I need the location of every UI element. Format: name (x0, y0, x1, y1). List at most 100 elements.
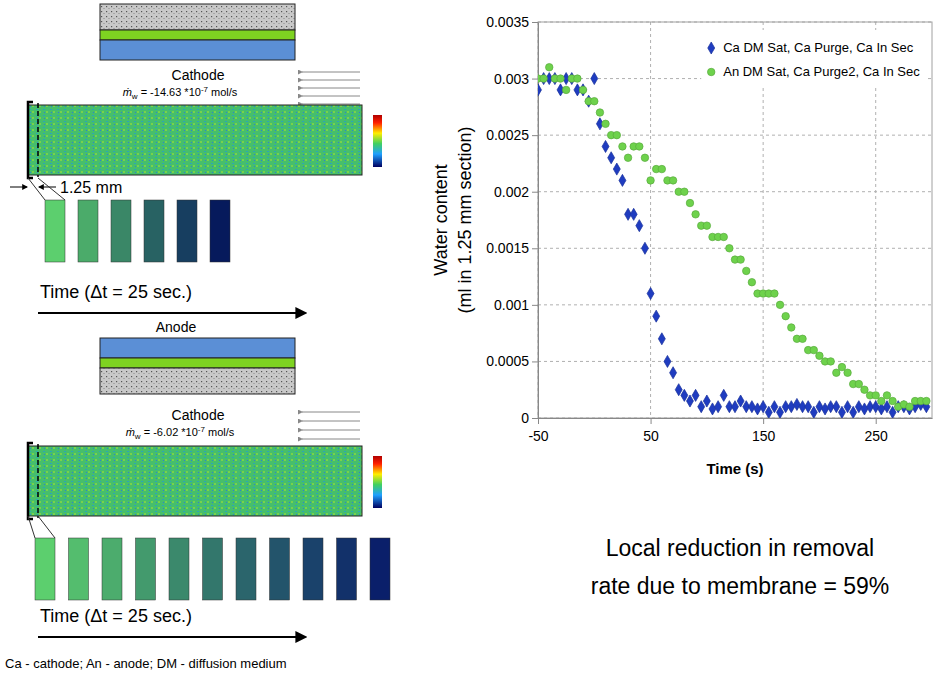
point (669, 177, 676, 184)
electrode-label: Anode (156, 319, 197, 335)
point (737, 395, 744, 407)
zoom-line (28, 516, 35, 538)
flow-arrow (302, 104, 360, 105)
point (681, 389, 688, 401)
point (658, 333, 665, 345)
point (771, 401, 778, 413)
x-tick-mark (538, 418, 539, 424)
flow-arrow (302, 430, 360, 431)
point (748, 278, 755, 285)
y-tick-mark (532, 135, 538, 136)
point (686, 199, 693, 206)
panel: Cathodeṁw = -14.63 *10-7 mol/s1.25 mmTim… (10, 4, 382, 313)
point (692, 211, 699, 218)
series (538, 73, 930, 418)
legend-background (701, 30, 926, 86)
time-slice (236, 538, 256, 600)
zoom-line (38, 516, 55, 538)
y-tick: 0.0035 (486, 14, 538, 30)
flow-value: = -6.02 *10 (141, 426, 198, 438)
point (574, 75, 581, 82)
point (844, 401, 851, 413)
time-slice (45, 200, 65, 262)
flow-arrow (302, 439, 360, 440)
color-bar (373, 115, 382, 167)
point (833, 401, 840, 413)
x-tick-mark (763, 418, 764, 424)
layer-green (100, 358, 295, 368)
annotation: Local reduction in removal (606, 535, 874, 561)
point (692, 389, 699, 401)
x-tick-label: 50 (643, 428, 659, 444)
point (743, 267, 750, 274)
x-tick: 150 (752, 418, 776, 444)
figure: Cathodeṁw = -14.63 *10-7 mol/s1.25 mmTim… (0, 0, 944, 679)
time-slice (102, 538, 122, 600)
legend-marker (708, 42, 715, 54)
point (844, 369, 851, 376)
grid (538, 22, 932, 418)
layer-gray (100, 368, 295, 394)
point (760, 401, 767, 413)
point (923, 397, 930, 404)
point (619, 143, 626, 150)
grid-line-y (538, 248, 932, 249)
time-slice (370, 538, 390, 600)
point (641, 242, 648, 254)
time-slice (136, 538, 156, 600)
flow-value: = -14.63 *10 (138, 86, 201, 98)
point (816, 401, 823, 413)
flow-arrow (302, 421, 360, 422)
grid-line-y (538, 304, 932, 305)
point (788, 401, 795, 413)
legend: Ca DM Sat, Ca Purge, Ca In SecAn DM Sat,… (701, 30, 926, 86)
x-tick-label: 250 (865, 428, 889, 444)
time-slice (35, 538, 55, 600)
legend-label: An DM Sat, Ca Purge2, Ca In Sec (723, 64, 920, 79)
time-slice (210, 200, 230, 262)
water-image (28, 446, 362, 516)
y-tick: 0.0005 (486, 353, 538, 369)
x-tick-mark (651, 418, 652, 424)
y-tick-label: 0 (521, 410, 529, 426)
point (906, 403, 913, 415)
point (591, 73, 598, 85)
point (591, 97, 598, 104)
x-axis-title: Time (s) (706, 460, 763, 477)
point (636, 143, 643, 150)
y-tick-mark (532, 248, 538, 249)
point (777, 406, 784, 418)
flow-unit: mol/s (208, 86, 238, 98)
dimension-line (39, 187, 56, 188)
point (602, 120, 609, 127)
point (579, 86, 586, 93)
point (703, 395, 710, 407)
point (765, 406, 772, 418)
y-axis-title: (ml in 1.25 mm section) (455, 126, 475, 313)
point (748, 401, 755, 413)
point (715, 401, 722, 413)
section-line (37, 444, 39, 518)
y-tick-label: 0.003 (494, 71, 529, 87)
point (799, 335, 806, 342)
y-tick-label: 0.0035 (486, 14, 529, 30)
point (703, 222, 710, 229)
panel: AnodeCathodeṁw = -6.02 *10-7 mol/sTime (… (28, 319, 390, 637)
y-tick-mark (532, 361, 538, 362)
footnote: Ca - cathode; An - anode; DM - diffusion… (5, 656, 287, 671)
section-line (37, 103, 39, 177)
chart: -505015025000.00050.0010.00150.0020.0025… (431, 14, 933, 599)
time-slice (144, 200, 164, 262)
y-tick-mark (532, 79, 538, 80)
point (647, 288, 654, 300)
point (653, 310, 660, 322)
point (562, 86, 569, 93)
points (538, 64, 930, 418)
water-image (28, 105, 362, 175)
point (771, 290, 778, 297)
time-slice (69, 538, 89, 600)
flow-arrow (302, 80, 360, 81)
point (664, 355, 671, 367)
electrode-label: Cathode (172, 67, 225, 83)
time-label: Time (Δt = 25 sec.) (40, 606, 192, 626)
